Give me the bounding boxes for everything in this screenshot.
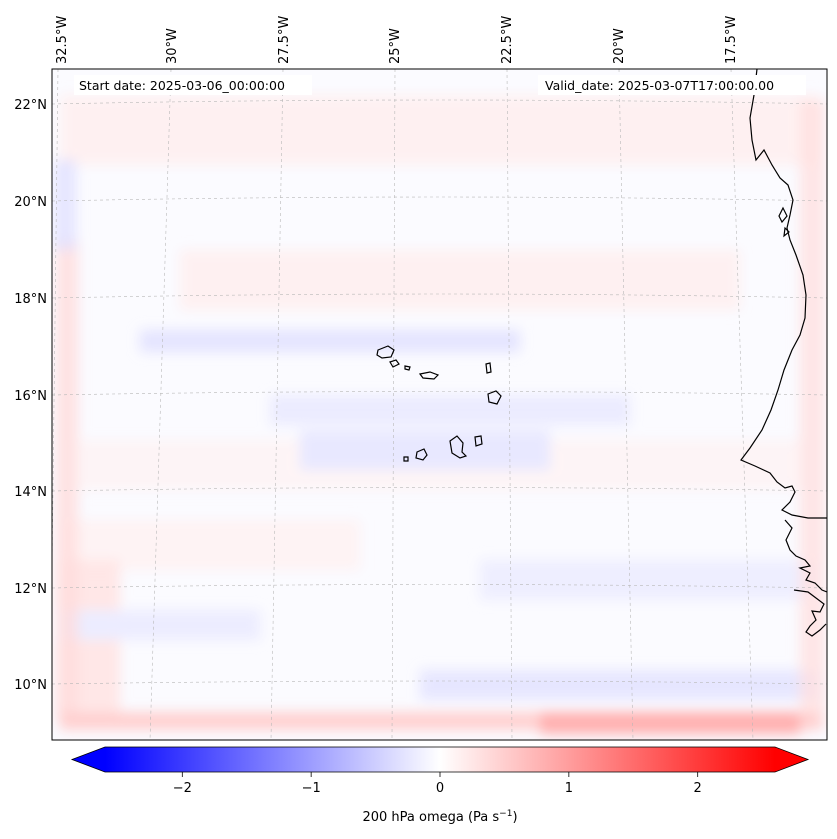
lat-label: 14°N: [14, 485, 47, 500]
start-date-label: Start date: 2025-03-06_00:00:00: [79, 78, 285, 93]
lon-label: 25°W: [388, 28, 403, 64]
graticule: [52, 69, 827, 740]
colorbar-body: [105, 747, 775, 772]
lon-label: 27.5°W: [277, 16, 292, 64]
lat-label: 16°N: [14, 389, 47, 404]
lon-label: 22.5°W: [500, 16, 515, 64]
lat-label: 12°N: [14, 582, 47, 597]
start-date-box: [74, 75, 312, 95]
lat-label: 22°N: [14, 98, 47, 113]
colorbar-outline: [70, 746, 810, 773]
colorbar-tick-label: −1: [302, 781, 321, 796]
colorbar-high-extend: [775, 747, 808, 772]
valid-date-box: [538, 75, 806, 95]
latitude-labels: 22°N 20°N 18°N 16°N 14°N 12°N 10°N: [14, 98, 47, 693]
colorbar: −2 −1 0 1 2 200 hPa omega (Pa s−1): [70, 746, 810, 825]
map-frame: [51, 68, 828, 741]
cape-verde-islands: [376, 345, 502, 462]
lat-label: 18°N: [14, 292, 47, 307]
omega-field: [54, 95, 825, 734]
colorbar-label: 200 hPa omega (Pa s−1): [362, 809, 517, 825]
colorbar-tick-label: 0: [436, 781, 444, 796]
lon-label: 32.5°W: [55, 16, 70, 64]
colorbar-ticks: −2 −1 0 1 2: [173, 772, 702, 796]
colorbar-low-extend: [72, 747, 105, 772]
map-panel[interactable]: Start date: 2025-03-06_00:00:00 Valid_da…: [50, 68, 828, 741]
valid-date-label: Valid_date: 2025-03-07T17:00:00.00: [545, 78, 774, 93]
african-coastline: [740, 69, 827, 637]
lon-label: 30°W: [165, 28, 180, 64]
lon-label: 20°W: [612, 28, 627, 64]
lon-label: 17.5°W: [724, 16, 739, 64]
colorbar-tick-label: 1: [565, 781, 573, 796]
lat-label: 10°N: [14, 678, 47, 693]
lat-label: 20°N: [14, 195, 47, 210]
colorbar-tick-label: 2: [694, 781, 702, 796]
colorbar-tick-label: −2: [173, 781, 192, 796]
longitude-labels: 32.5°W 30°W 27.5°W 25°W 22.5°W 20°W 17.5…: [55, 16, 739, 64]
